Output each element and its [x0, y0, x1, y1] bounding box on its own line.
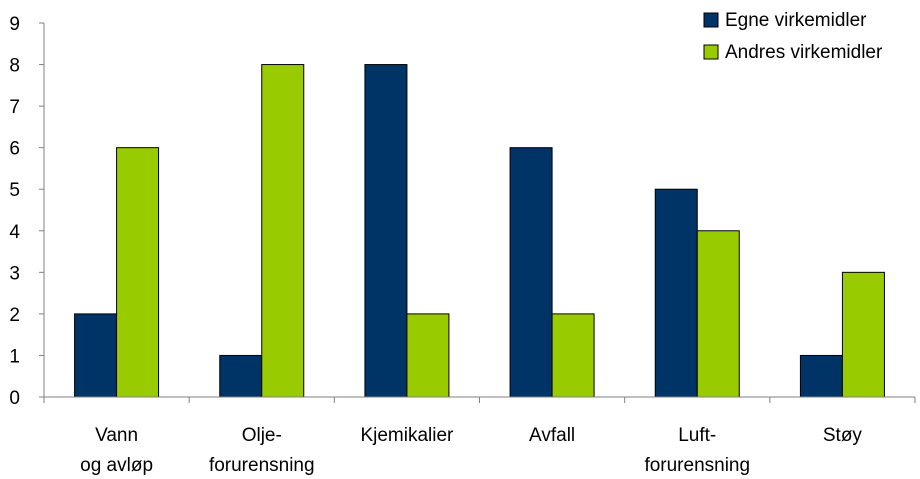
x-category-label: Vann: [95, 425, 138, 446]
x-category-label: Kjemikalier: [360, 425, 454, 446]
x-category-label: forurensning: [644, 455, 750, 476]
x-category-label: forurensning: [209, 455, 315, 476]
bar-egne-4: [654, 188, 698, 398]
bars-group: [74, 64, 885, 398]
bar-egne-3: [509, 147, 553, 398]
y-tick-label: 3: [9, 263, 20, 284]
legend-swatch-andres: [703, 44, 719, 60]
x-category-label: Luft-: [678, 425, 716, 446]
y-tick-label: 1: [9, 346, 20, 367]
bar-andres-0: [116, 147, 160, 398]
bar-andres-1: [261, 64, 305, 398]
legend-label-egne: Egne virkemidler: [725, 10, 867, 31]
y-ticks-group: 0 1 2 3 4 5 6 7 8 9: [9, 14, 44, 409]
bar-andres-2: [406, 313, 450, 398]
y-tick-label: 7: [9, 97, 20, 118]
x-labels-group: Vann og avløp Olje-forurensning Kjemikalier…: [80, 425, 862, 476]
y-tick-label: 9: [9, 14, 20, 35]
y-tick-label: 4: [9, 222, 20, 243]
x-category-label: Støy: [823, 425, 863, 446]
legend: Egne virkemidler Andres virkemidler: [703, 10, 883, 63]
bar-andres-4: [696, 230, 740, 398]
bar-egne-5: [799, 354, 843, 398]
x-category-label: og avløp: [80, 455, 153, 476]
y-tick-label: 2: [9, 305, 20, 326]
bar-andres-3: [551, 313, 595, 398]
y-tick-label: 6: [9, 139, 20, 160]
bar-egne-1: [219, 354, 263, 398]
axes-group: [43, 23, 916, 403]
y-tick-label: 0: [9, 388, 20, 409]
bar-egne-0: [74, 313, 118, 398]
y-tick-label: 8: [9, 56, 20, 77]
legend-label-andres: Andres virkemidler: [725, 42, 883, 63]
bar-egne-2: [364, 64, 408, 398]
bar-andres-5: [841, 271, 885, 398]
legend-swatch-egne: [703, 12, 719, 28]
y-tick-label: 5: [9, 180, 20, 201]
x-category-label: Avfall: [529, 425, 575, 446]
x-category-label: Olje-: [242, 425, 282, 446]
